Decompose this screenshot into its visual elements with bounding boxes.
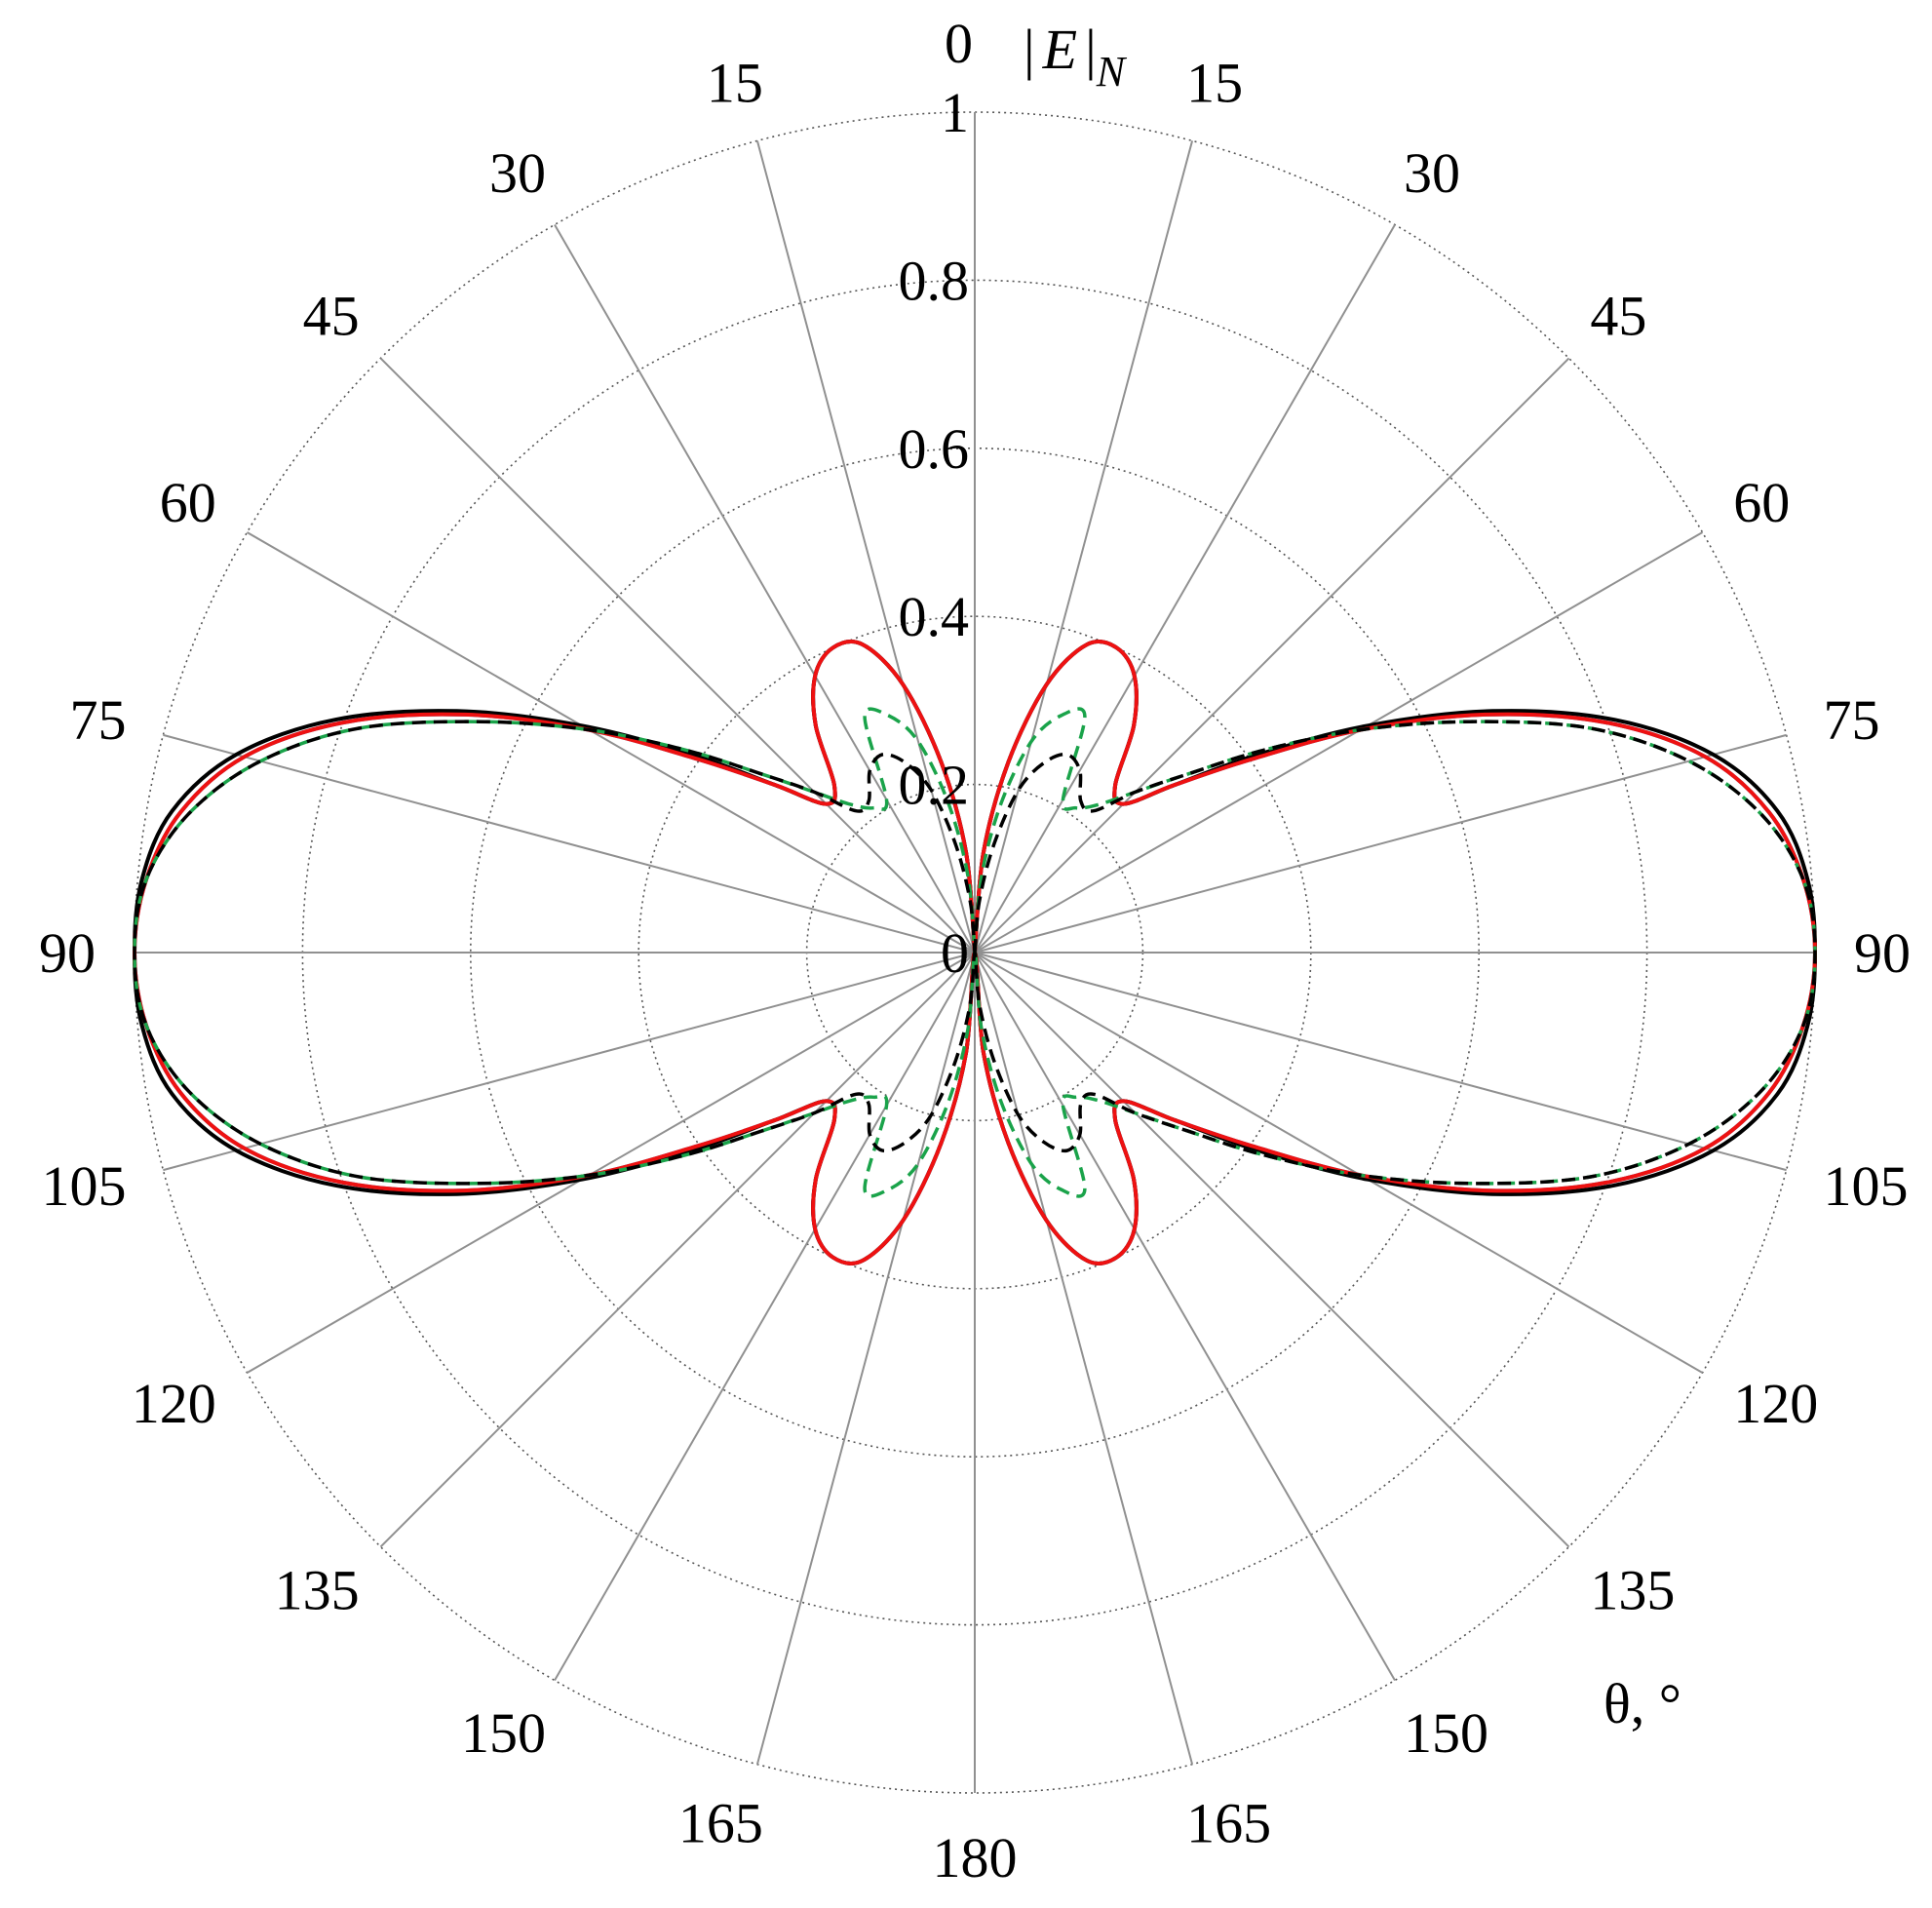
grid-spoke-255 [163, 952, 976, 1172]
radial-tick-label-5: 1 [941, 81, 969, 144]
angle-tick-label-right-10: 165 [1186, 1792, 1271, 1855]
angle-tick-label-right-1: 30 [1404, 141, 1460, 205]
grid-spoke-315 [379, 357, 976, 954]
grid-spoke-30 [974, 223, 1396, 954]
series-line-4 [133, 720, 1817, 1186]
grid-spoke-15 [974, 140, 1194, 954]
angle-tick-label-right-3: 60 [1733, 471, 1790, 534]
grid-spoke-285 [163, 733, 976, 954]
grid-spoke-300 [246, 531, 976, 954]
radial-axis-title-left-bar: | [1024, 18, 1035, 81]
grid-spoke-45 [974, 357, 1570, 954]
angle-tick-label-left-1: 15 [707, 51, 763, 114]
grid-spoke-120 [974, 952, 1704, 1374]
angle-tick-label-left-7: 105 [41, 1154, 126, 1218]
angle-tick-label-bottom: 180 [933, 1826, 1018, 1889]
radial-axis-title-right-bar: | [1085, 18, 1097, 81]
angle-tick-label-right-9: 150 [1404, 1701, 1488, 1765]
grid-spoke-330 [554, 223, 976, 954]
angle-tick-label-right-8: 135 [1590, 1558, 1675, 1621]
angle-tick-label-left-8: 120 [132, 1372, 216, 1435]
radial-tick-label-4: 0.8 [899, 249, 970, 312]
grid-spoke-150 [974, 952, 1396, 1682]
radial-axis-title-subscript: N [1096, 48, 1128, 96]
angle-tick-label-left-4: 60 [160, 471, 216, 534]
angular-grid [135, 112, 1815, 1793]
series-layer [133, 639, 1817, 1266]
angle-tick-label-right-2: 45 [1590, 285, 1646, 348]
angle-tick-label-right-0: 15 [1186, 51, 1243, 114]
grid-spoke-135 [974, 952, 1570, 1548]
grid-spoke-225 [379, 952, 976, 1548]
angle-tick-label-left-3: 45 [303, 285, 360, 348]
radial-axis-title-letter: E [1042, 18, 1077, 81]
radial-axis-title: | E |N [1024, 18, 1128, 96]
angle-tick-label-right-4: 75 [1824, 688, 1880, 752]
grid-spoke-165 [974, 952, 1194, 1765]
radial-tick-label-2: 0.4 [899, 585, 970, 648]
grid-spoke-75 [974, 733, 1787, 954]
radial-tick-label-3: 0.6 [899, 417, 970, 481]
radial-tick-label-0: 0 [941, 921, 969, 985]
angle-tick-label-right-7: 120 [1733, 1372, 1818, 1435]
radial-tick-labels: 0 0.2 0.4 0.6 0.8 1 [899, 81, 970, 985]
angle-tick-label-right-6: 105 [1824, 1154, 1909, 1218]
radial-tick-label-1: 0.2 [899, 754, 970, 817]
grid-spoke-240 [246, 952, 976, 1374]
angle-tick-label-top: 0 [945, 12, 973, 75]
angle-tick-label-left-10: 150 [461, 1701, 546, 1765]
angle-tick-label-left-2: 30 [489, 141, 546, 205]
angle-tick-label-left-6: 90 [39, 921, 96, 985]
grid-spoke-345 [755, 140, 976, 954]
angle-tick-label-left-9: 135 [275, 1558, 360, 1621]
angular-axis-title: θ, ° [1604, 1672, 1681, 1735]
angular-tick-labels: 0 15 30 45 60 75 90 105 120 135 150 165 180 15 30 45 60 7… [39, 12, 1911, 1889]
grid-spoke-60 [974, 531, 1704, 954]
grid-spoke-195 [755, 952, 976, 1765]
angle-tick-label-right-5: 90 [1854, 921, 1911, 985]
angle-tick-label-left-11: 165 [678, 1792, 763, 1855]
grid-spoke-210 [554, 952, 976, 1682]
grid-spoke-105 [974, 952, 1787, 1172]
angle-tick-label-left-5: 75 [69, 688, 126, 752]
